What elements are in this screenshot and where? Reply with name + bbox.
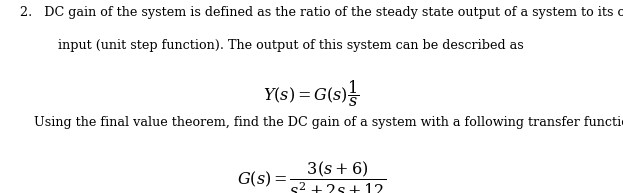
Text: $G(s) = \dfrac{3(s+6)}{s^2 + 2s + 12}$: $G(s) = \dfrac{3(s+6)}{s^2 + 2s + 12}$ [237,159,386,193]
Text: Using the final value theorem, find the DC gain of a system with a following tra: Using the final value theorem, find the … [34,116,623,129]
Text: $Y(s) = G(s)\dfrac{1}{s}$: $Y(s) = G(s)\dfrac{1}{s}$ [264,78,359,109]
Text: 2.   DC gain of the system is defined as the ratio of the steady state output of: 2. DC gain of the system is defined as t… [20,6,623,19]
Text: input (unit step function). The output of this system can be described as: input (unit step function). The output o… [58,39,524,52]
